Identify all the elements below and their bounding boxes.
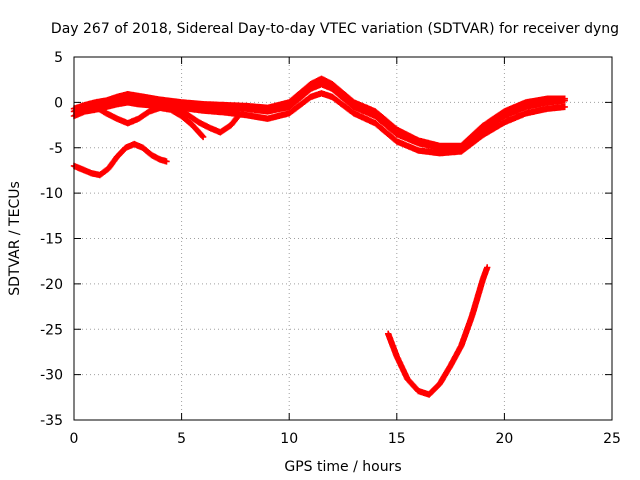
y-tick-label: -20 [40, 277, 63, 293]
x-tick-label: 10 [280, 431, 298, 447]
data-markers [92, 103, 207, 141]
y-axis-label: SDTVAR / TECUs [7, 181, 23, 296]
x-tick-label: 0 [70, 431, 79, 447]
y-tick-label: -35 [40, 413, 63, 429]
tick-layer: 5 0 -5 -10 -15 -20 -25 -30 -35 0 5 10 15 20 25 [40, 50, 621, 447]
y-tick-label: -25 [40, 322, 63, 338]
grid-layer [74, 57, 612, 420]
series-track-7 [385, 264, 491, 398]
y-tick-label: -5 [49, 141, 63, 157]
y-tick-label: -30 [40, 368, 63, 384]
y-tick-label: 0 [54, 95, 63, 111]
y-tick-label: -10 [40, 186, 63, 202]
x-axis-label: GPS time / hours [284, 459, 401, 475]
y-tick-label: 5 [54, 50, 63, 66]
data-markers [385, 264, 491, 398]
series-track-5 [174, 106, 241, 136]
x-tick-label: 15 [388, 431, 406, 447]
x-tick-label: 25 [603, 431, 621, 447]
chart-title: Day 267 of 2018, Sidereal Day-to-day VTE… [51, 21, 619, 37]
x-tick-label: 20 [495, 431, 513, 447]
y-tick-label: -15 [40, 232, 63, 248]
x-tick-label: 5 [177, 431, 186, 447]
series-track-4 [92, 103, 207, 141]
data-markers [174, 106, 241, 136]
data-layer [70, 75, 568, 398]
